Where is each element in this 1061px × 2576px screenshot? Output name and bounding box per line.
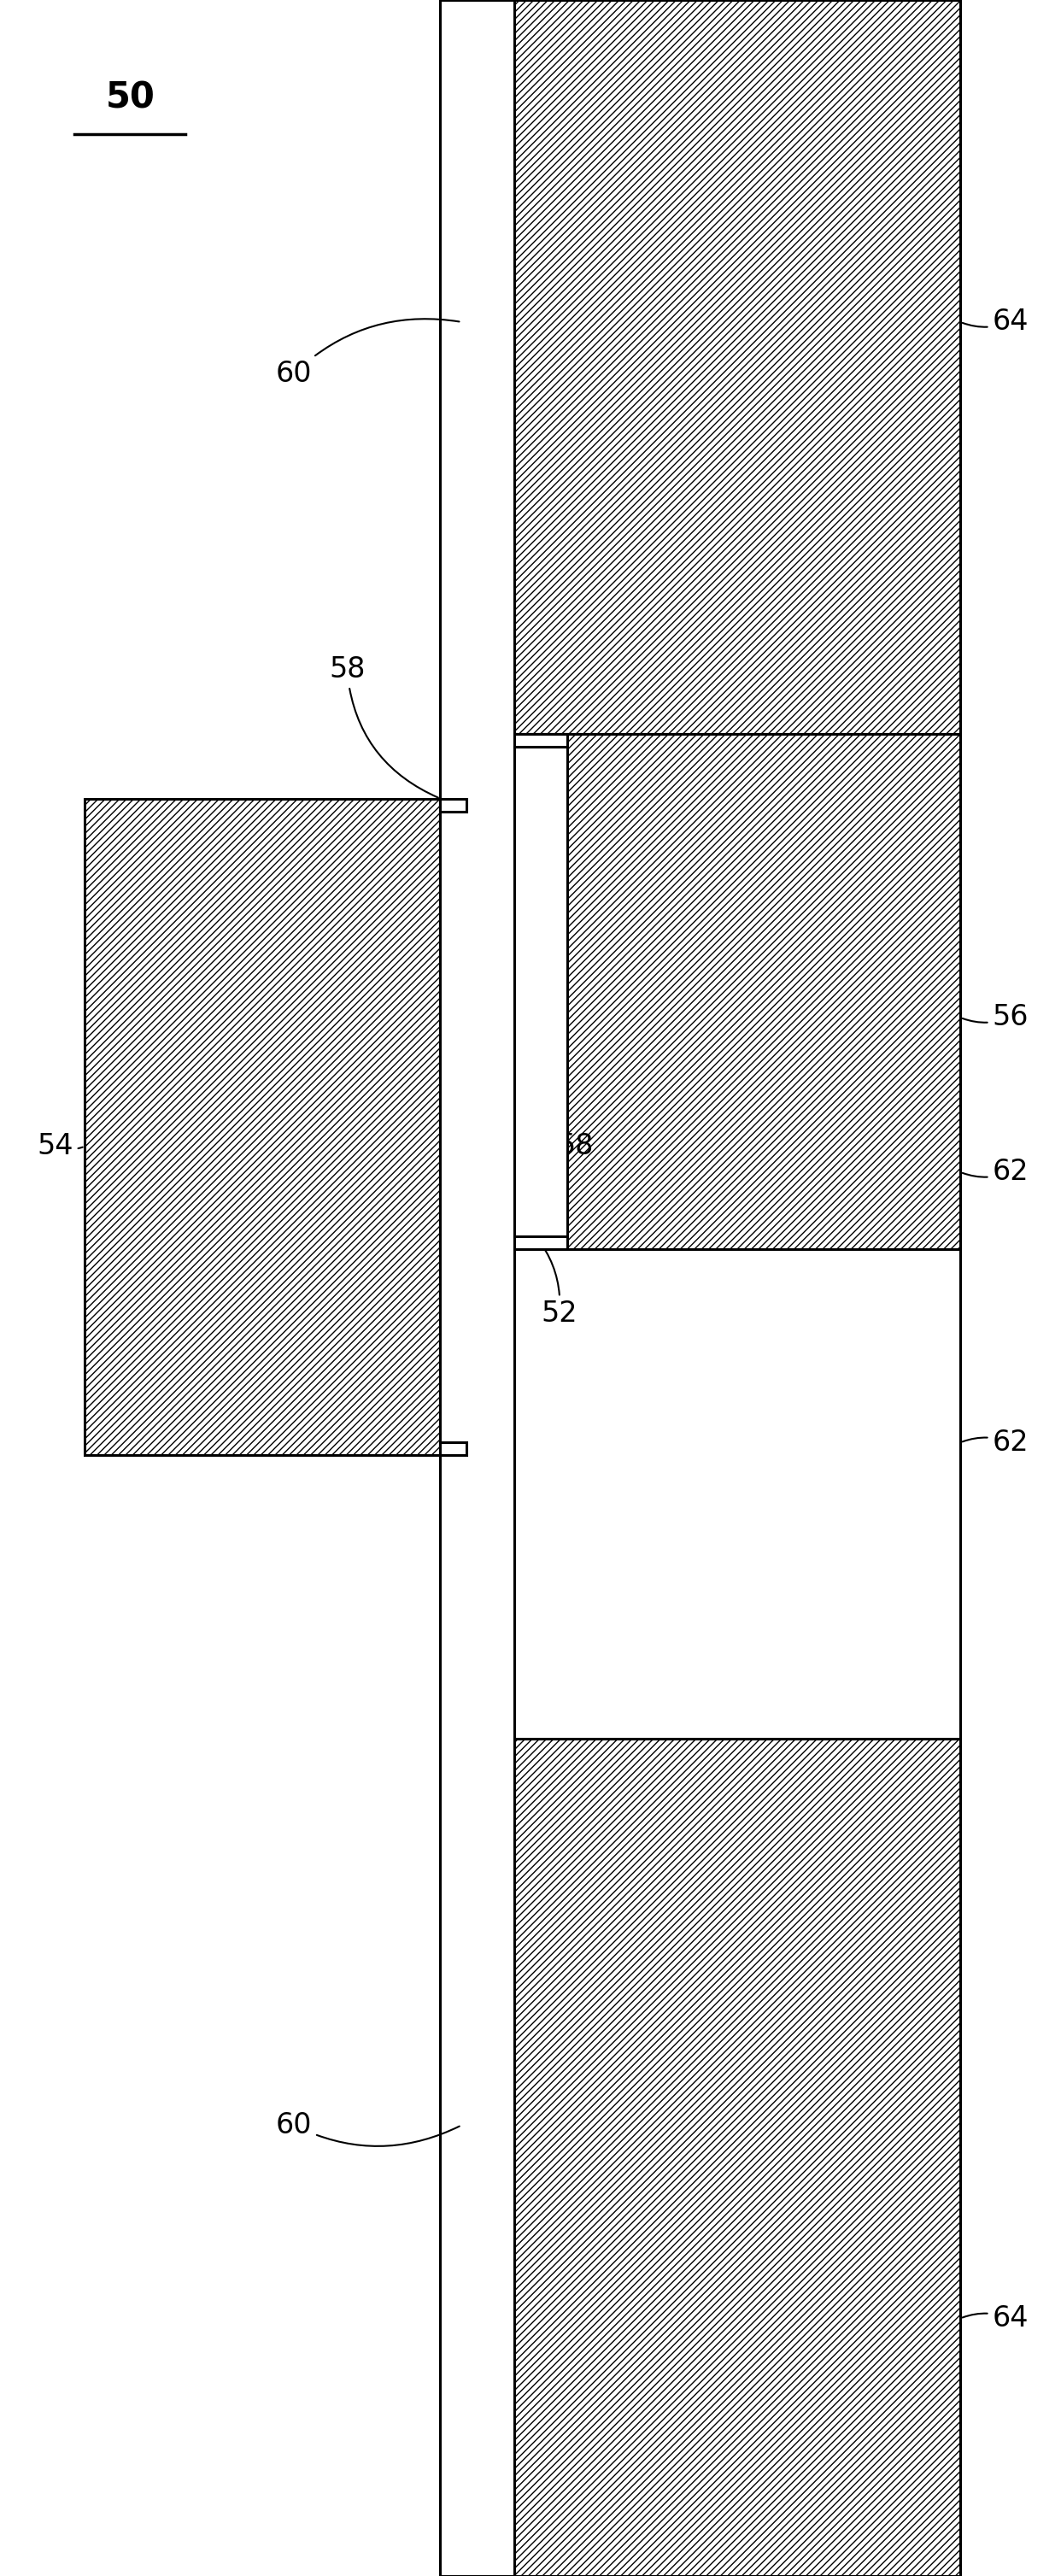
Bar bbox=[515, 734, 568, 747]
Bar bbox=[85, 799, 440, 1455]
Text: 56: 56 bbox=[962, 1005, 1028, 1030]
Text: 64: 64 bbox=[962, 2306, 1028, 2331]
Text: 60: 60 bbox=[276, 2112, 459, 2146]
Bar bbox=[515, 1249, 960, 1739]
Bar bbox=[515, 734, 960, 1249]
Bar bbox=[515, 0, 960, 734]
Text: 54: 54 bbox=[37, 1133, 83, 1159]
Bar bbox=[515, 747, 568, 1236]
Text: 50: 50 bbox=[106, 80, 156, 116]
Bar bbox=[440, 0, 515, 2576]
Text: 60: 60 bbox=[276, 319, 459, 386]
Bar bbox=[515, 1236, 568, 1249]
Text: 62: 62 bbox=[962, 1430, 1028, 1455]
Bar bbox=[515, 1739, 960, 2576]
Text: 58: 58 bbox=[329, 657, 438, 799]
Text: 64: 64 bbox=[962, 309, 1028, 335]
Bar bbox=[440, 799, 467, 811]
Text: 52: 52 bbox=[537, 1239, 577, 1327]
Text: 58: 58 bbox=[536, 1133, 593, 1221]
Text: 62: 62 bbox=[962, 1159, 1028, 1185]
Bar bbox=[440, 1443, 467, 1455]
